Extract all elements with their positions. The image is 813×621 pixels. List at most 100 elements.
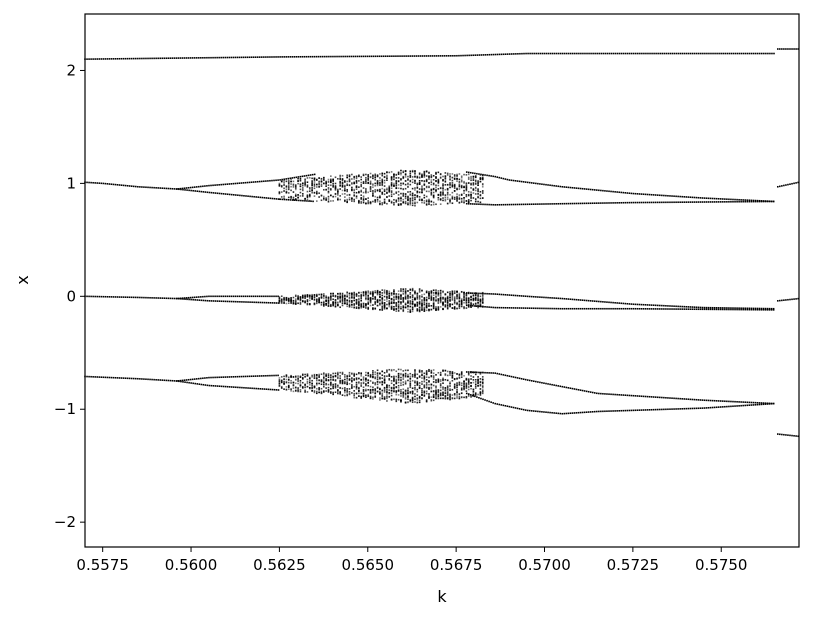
data-point xyxy=(463,295,465,298)
data-point xyxy=(437,55,440,57)
data-point xyxy=(320,296,323,299)
data-point xyxy=(691,398,694,401)
data-point xyxy=(400,288,402,290)
data-point xyxy=(451,179,454,182)
data-point xyxy=(432,201,435,204)
data-point xyxy=(474,176,477,178)
data-point xyxy=(204,299,207,302)
data-point xyxy=(400,172,402,174)
data-point xyxy=(715,201,718,203)
data-point xyxy=(418,288,421,290)
data-point xyxy=(449,177,451,180)
data-point xyxy=(196,299,199,301)
data-point xyxy=(407,392,409,394)
data-point xyxy=(269,197,272,200)
data-point xyxy=(418,308,421,311)
data-point xyxy=(323,195,325,198)
data-point xyxy=(474,183,477,185)
data-point xyxy=(555,384,557,387)
data-point xyxy=(306,378,309,381)
data-point xyxy=(367,378,370,381)
data-point xyxy=(760,402,763,404)
data-point xyxy=(600,52,603,55)
data-point xyxy=(299,384,302,387)
data-point xyxy=(365,382,367,385)
data-point xyxy=(334,301,337,304)
data-point xyxy=(500,404,503,406)
data-point xyxy=(365,293,367,296)
data-point xyxy=(693,306,696,308)
data-point xyxy=(232,376,235,378)
data-point xyxy=(365,388,367,391)
data-point xyxy=(677,308,679,310)
data-point xyxy=(393,295,395,298)
data-point xyxy=(465,202,468,205)
data-point xyxy=(624,307,627,310)
data-point xyxy=(425,296,428,299)
data-point xyxy=(304,200,306,202)
data-point xyxy=(600,410,602,413)
data-point xyxy=(467,176,470,179)
data-point xyxy=(261,295,263,298)
data-point xyxy=(379,299,381,302)
data-point xyxy=(275,179,277,182)
data-point xyxy=(188,381,190,384)
data-point xyxy=(752,308,755,311)
data-point xyxy=(421,187,423,189)
data-point xyxy=(243,386,245,389)
data-point xyxy=(271,388,274,391)
data-point xyxy=(196,383,199,385)
data-point xyxy=(271,197,274,200)
data-point xyxy=(290,298,292,300)
data-point xyxy=(358,302,360,304)
data-point xyxy=(383,172,386,175)
data-point xyxy=(624,394,627,396)
data-point xyxy=(98,182,101,184)
data-point xyxy=(318,293,320,296)
data-point xyxy=(679,201,681,204)
data-point xyxy=(376,375,379,377)
data-point xyxy=(327,199,330,201)
data-point xyxy=(616,202,618,204)
data-point xyxy=(411,197,414,199)
data-point xyxy=(446,303,449,306)
data-point xyxy=(402,176,405,179)
data-point xyxy=(659,52,661,55)
data-point xyxy=(344,302,346,305)
data-point xyxy=(297,55,300,58)
data-point xyxy=(407,401,409,404)
data-point xyxy=(649,52,651,55)
data-point xyxy=(444,179,447,182)
data-point xyxy=(638,303,641,306)
data-point xyxy=(432,188,435,191)
data-point xyxy=(337,194,339,196)
data-point xyxy=(318,387,320,389)
data-point xyxy=(656,194,659,196)
data-point xyxy=(334,185,337,187)
data-point xyxy=(404,372,407,375)
data-point xyxy=(346,388,348,390)
data-point xyxy=(275,198,278,200)
data-point xyxy=(339,195,341,197)
data-point xyxy=(752,307,755,310)
data-point xyxy=(320,180,323,182)
data-point xyxy=(330,184,332,187)
data-point xyxy=(702,52,704,55)
data-point xyxy=(409,386,412,389)
data-point xyxy=(179,57,182,59)
data-point xyxy=(707,306,710,309)
data-point xyxy=(294,300,297,303)
data-point xyxy=(416,308,419,310)
data-point xyxy=(437,181,440,184)
data-point xyxy=(703,306,706,309)
data-point xyxy=(189,296,192,299)
data-point xyxy=(511,53,513,55)
data-point xyxy=(369,304,372,307)
data-point xyxy=(202,191,205,193)
data-point xyxy=(587,299,590,302)
data-point xyxy=(439,306,442,308)
data-point xyxy=(640,409,643,411)
data-point xyxy=(339,377,341,380)
data-point xyxy=(280,180,283,183)
data-point xyxy=(393,296,395,299)
